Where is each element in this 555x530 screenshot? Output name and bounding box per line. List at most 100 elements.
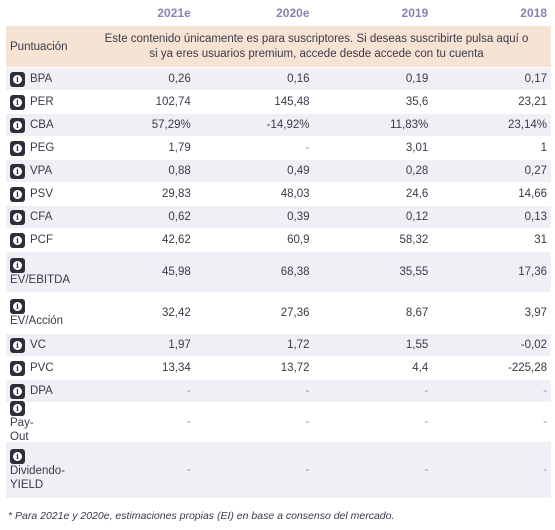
table-cell: 102,74 [155,96,191,108]
table-cell: - [424,416,429,428]
info-glyph: i [13,143,22,153]
metric-label-text: DPA [30,385,53,397]
info-icon[interactable]: i [10,298,25,314]
table-row: i EV/Acción 32,42 27,36 8,67 3,97 [6,293,551,334]
info-icon[interactable]: i [10,257,25,273]
info-icon[interactable]: i [10,140,25,156]
metric-label-text: EV/Acción [10,314,64,327]
metric-label: i VC [6,337,76,353]
table-row: i PVC 13,34 13,72 4,4 -225,28 [6,357,551,380]
puntuacion-row: Puntuación Este contenido únicamente es … [6,26,551,68]
info-glyph: i [13,340,22,350]
table-cell: 8,67 [405,307,429,319]
year-header: 2019 [401,6,429,20]
table-cell: 1,79 [168,142,191,154]
year-header-row: 2021e 2020e 2019 2018 [6,0,551,26]
table-cell: 13,72 [280,362,310,374]
info-icon[interactable]: i [10,209,25,225]
table-row: i PCF 42,62 60,9 58,32 31 [6,229,551,252]
table-cell: - [305,416,310,428]
table-cell: 32,42 [161,307,191,319]
info-icon[interactable]: i [10,186,25,202]
table-cell: 0,49 [287,165,310,177]
year-header: 2018 [520,6,547,20]
info-glyph: i [13,260,22,270]
table-cell: 42,62 [161,234,191,246]
table-cell: 17,36 [518,266,547,278]
info-glyph: i [13,235,22,245]
metric-label: i EV/Acción [6,298,76,328]
table-cell: - [543,385,547,397]
table-cell: 0,28 [405,165,429,177]
info-icon[interactable]: i [10,337,25,353]
info-glyph: i [13,97,22,107]
table-cell: 1,72 [287,339,310,351]
metric-label: i Pay- Out [6,400,76,444]
footnote: * Para 2021e y 2020e, estimaciones propi… [8,510,395,522]
table-cell: 23,14% [507,119,547,131]
table-row: i EV/EBITDA 45,98 68,38 35,55 17,36 [6,252,551,293]
table-cell: 27,36 [280,307,310,319]
table-cell: 14,66 [518,188,547,200]
promo-text-line: si ya eres usuarios premium, accede desd… [149,47,484,60]
info-icon[interactable]: i [10,71,25,87]
info-icon[interactable]: i [10,117,25,133]
metric-label-text: PER [30,96,54,108]
table-cell: 58,32 [399,234,429,246]
info-glyph: i [13,212,22,222]
table-cell: 31 [534,234,547,246]
table-cell: 35,55 [399,266,429,278]
year-header: 2020e [276,6,310,20]
table-row: i PSV 29,83 48,03 24,6 14,66 [6,183,551,206]
table-cell: 145,48 [274,96,310,108]
metric-label-line: Pay- [10,416,34,429]
metric-label-text: VC [30,339,46,351]
info-icon[interactable]: i [10,383,25,399]
table-row: i PER 102,74 145,48 35,6 23,21 [6,91,551,114]
table-cell: 0,13 [524,211,547,223]
info-glyph: i [13,451,22,461]
info-glyph: i [13,363,22,373]
info-glyph: i [13,301,22,311]
info-glyph: i [13,166,22,176]
table-cell: 29,83 [161,188,191,200]
info-icon[interactable]: i [10,400,25,416]
table-cell: 0,16 [287,73,310,85]
table-cell: - [543,464,547,476]
table-cell: 4,4 [412,362,429,374]
metric-label-line: YIELD [10,478,44,491]
metric-label: i PSV [6,186,76,202]
table-cell: 0,19 [405,73,429,85]
table-row: i CFA 0,62 0,39 0,12 0,13 [6,206,551,229]
subscription-promo[interactable]: Este contenido únicamente es para suscri… [84,32,551,62]
info-icon[interactable]: i [10,360,25,376]
info-icon[interactable]: i [10,163,25,179]
puntuacion-label: Puntuación [10,40,68,53]
info-glyph: i [13,74,22,84]
metric-label: i DPA [6,383,76,399]
metric-label: i PER [6,94,76,110]
metric-label-text: PCF [30,234,53,246]
metric-label: i BPA [6,71,76,87]
metric-label-line: Out [10,430,29,443]
metric-label-text: Dividendo- YIELD [10,464,65,492]
info-glyph: i [13,386,22,396]
metric-label-text: PEG [30,142,55,154]
metric-label-text: CFA [30,211,53,223]
table-cell: -14,92% [266,119,310,131]
table-cell: 0,27 [524,165,547,177]
table-cell: 45,98 [161,266,191,278]
info-icon[interactable]: i [10,232,25,248]
table-cell: - [186,416,191,428]
info-icon[interactable]: i [10,448,25,464]
metric-label: i PVC [6,360,76,376]
table-row: i Pay- Out - - - - [6,400,551,444]
table-cell: 35,6 [405,96,429,108]
info-icon[interactable]: i [10,94,25,110]
table-row: i CBA 57,29% -14,92% 11,83% 23,14% [6,114,551,137]
table-cell: 13,34 [161,362,191,374]
metric-label: i CFA [6,209,76,225]
table-cell: - [424,464,429,476]
metric-label: i Dividendo- YIELD [6,448,76,492]
table-row: i VC 1,97 1,72 1,55 -0,02 [6,334,551,357]
